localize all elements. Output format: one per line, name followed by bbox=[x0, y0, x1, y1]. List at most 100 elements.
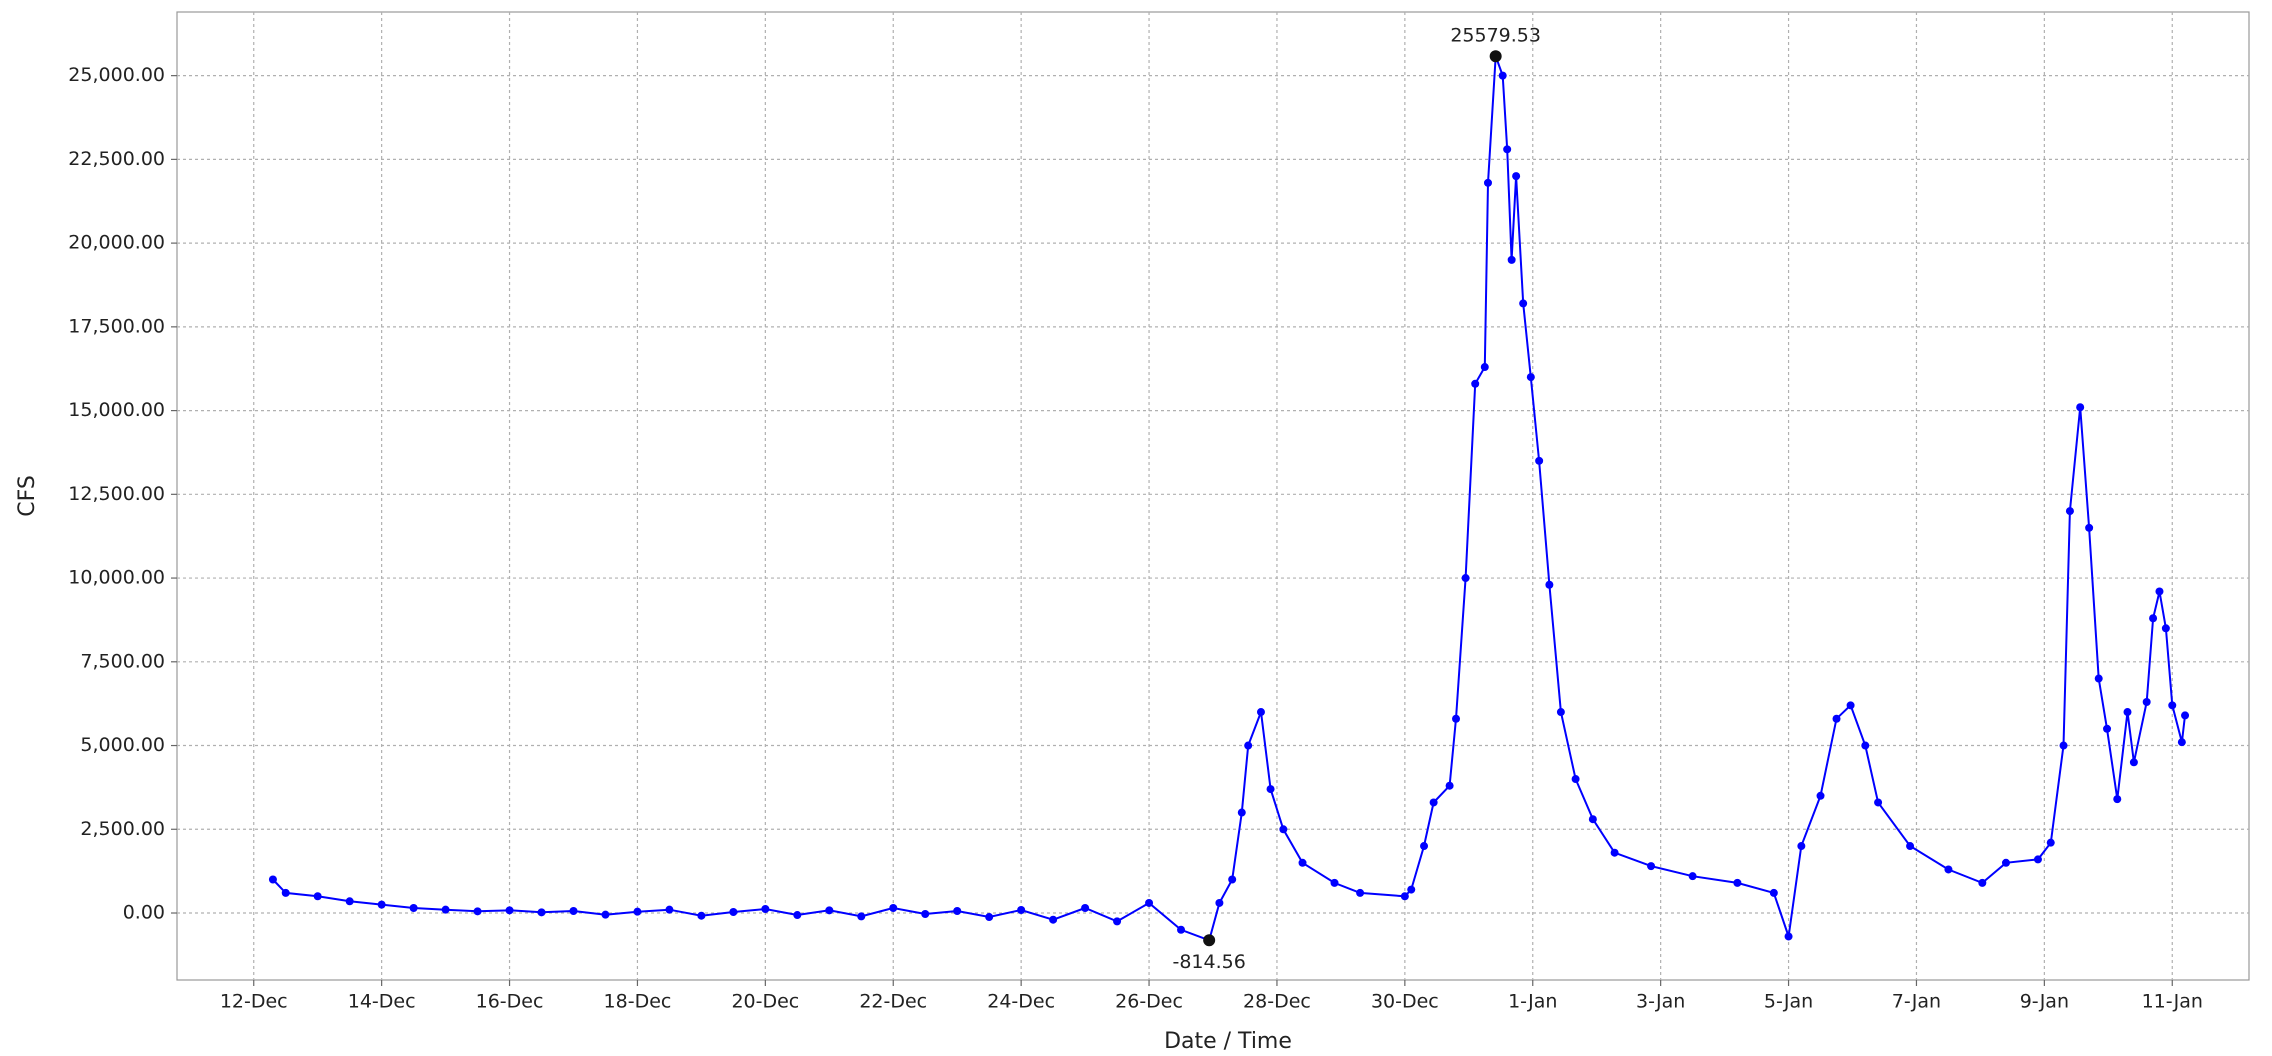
data-point bbox=[2103, 724, 2112, 733]
data-point bbox=[2177, 738, 2186, 747]
data-point bbox=[857, 912, 866, 921]
x-tick-label: 7-Jan bbox=[1892, 991, 1941, 1013]
data-point bbox=[1588, 815, 1597, 824]
data-point bbox=[1356, 888, 1365, 897]
data-point bbox=[761, 904, 770, 913]
data-point bbox=[1445, 781, 1454, 790]
data-point bbox=[1049, 915, 1058, 924]
data-point bbox=[1266, 785, 1275, 794]
x-tick-label: 3-Jan bbox=[1636, 991, 1685, 1013]
data-point bbox=[1452, 714, 1461, 723]
data-point bbox=[1471, 379, 1480, 388]
data-point bbox=[2033, 855, 2042, 864]
data-point bbox=[1769, 888, 1778, 897]
data-point bbox=[1978, 878, 1987, 887]
data-point bbox=[2123, 708, 2132, 717]
data-point bbox=[1797, 842, 1806, 851]
data-point bbox=[1483, 178, 1492, 187]
x-tick-label: 18-Dec bbox=[604, 991, 672, 1013]
data-point bbox=[1784, 932, 1793, 941]
y-tick-label: 2,500.00 bbox=[80, 818, 165, 840]
data-point bbox=[505, 906, 514, 915]
data-point bbox=[1647, 862, 1656, 871]
data-point bbox=[345, 897, 354, 906]
y-tick-label: 7,500.00 bbox=[80, 650, 165, 672]
x-tick-label: 16-Dec bbox=[476, 991, 544, 1013]
y-tick-label: 0.00 bbox=[123, 902, 165, 924]
data-point bbox=[2149, 614, 2158, 623]
data-point bbox=[569, 907, 578, 916]
x-tick-label: 9-Jan bbox=[2020, 991, 2069, 1013]
data-point bbox=[665, 905, 674, 914]
data-point bbox=[601, 910, 610, 919]
data-point bbox=[1874, 798, 1883, 807]
data-point bbox=[2129, 758, 2138, 767]
data-point bbox=[1330, 878, 1339, 887]
data-point bbox=[985, 913, 994, 922]
data-point bbox=[1498, 71, 1507, 80]
data-point bbox=[1177, 925, 1186, 934]
annotation-label: 25579.53 bbox=[1450, 25, 1541, 47]
data-point bbox=[2059, 741, 2068, 750]
annotation-marker bbox=[1489, 50, 1502, 63]
data-point bbox=[633, 907, 642, 916]
y-tick-label: 10,000.00 bbox=[68, 567, 165, 589]
data-point bbox=[1279, 825, 1288, 834]
x-tick-label: 20-Dec bbox=[731, 991, 799, 1013]
data-point bbox=[1944, 865, 1953, 874]
data-point bbox=[2113, 795, 2122, 804]
y-tick-label: 17,500.00 bbox=[68, 315, 165, 337]
x-tick-label: 26-Dec bbox=[1115, 991, 1183, 1013]
x-tick-label: 12-Dec bbox=[220, 991, 288, 1013]
data-point bbox=[1816, 791, 1825, 800]
data-point bbox=[2094, 674, 2103, 683]
data-point bbox=[268, 875, 277, 884]
data-point bbox=[2065, 507, 2074, 516]
plot-area bbox=[176, 11, 2250, 981]
y-tick-label: 15,000.00 bbox=[68, 399, 165, 421]
data-point bbox=[1480, 363, 1489, 372]
annotation-marker bbox=[1203, 934, 1216, 947]
x-tick-label: 11-Jan bbox=[2142, 991, 2203, 1013]
data-point bbox=[1832, 714, 1841, 723]
x-tick-label: 28-Dec bbox=[1243, 991, 1311, 1013]
y-tick-label: 22,500.00 bbox=[68, 148, 165, 170]
data-point bbox=[281, 888, 290, 897]
data-point bbox=[1244, 741, 1253, 750]
x-axis-label: Date / Time bbox=[1164, 1029, 1292, 1054]
data-point bbox=[2046, 838, 2055, 847]
data-point bbox=[1846, 701, 1855, 710]
data-point bbox=[441, 905, 450, 914]
data-point bbox=[889, 903, 898, 912]
data-point bbox=[1017, 905, 1026, 914]
data-point bbox=[1512, 172, 1521, 181]
y-tick-label: 20,000.00 bbox=[68, 232, 165, 254]
data-point bbox=[1556, 708, 1565, 717]
data-point bbox=[1571, 775, 1580, 784]
annotation-label: -814.56 bbox=[1172, 951, 1245, 973]
data-point bbox=[2181, 711, 2190, 720]
data-point bbox=[1535, 456, 1544, 465]
data-point bbox=[2161, 624, 2170, 633]
data-point bbox=[2001, 858, 2010, 867]
data-point bbox=[1420, 842, 1429, 851]
data-point bbox=[2085, 523, 2094, 532]
y-tick-label: 25,000.00 bbox=[68, 64, 165, 86]
data-point bbox=[1113, 917, 1122, 926]
x-tick-label: 1-Jan bbox=[1508, 991, 1557, 1013]
data-point bbox=[1145, 898, 1154, 907]
data-point bbox=[2076, 403, 2085, 412]
data-point bbox=[1407, 885, 1416, 894]
x-tick-label: 24-Dec bbox=[987, 991, 1055, 1013]
data-point bbox=[825, 906, 834, 915]
data-point bbox=[1545, 580, 1554, 589]
data-point bbox=[1429, 798, 1438, 807]
data-point bbox=[1519, 299, 1528, 308]
data-point bbox=[1688, 872, 1697, 881]
data-point bbox=[1400, 892, 1409, 901]
data-point bbox=[1256, 708, 1265, 717]
data-point bbox=[1733, 878, 1742, 887]
data-point bbox=[1503, 145, 1512, 154]
data-point bbox=[1507, 255, 1516, 264]
